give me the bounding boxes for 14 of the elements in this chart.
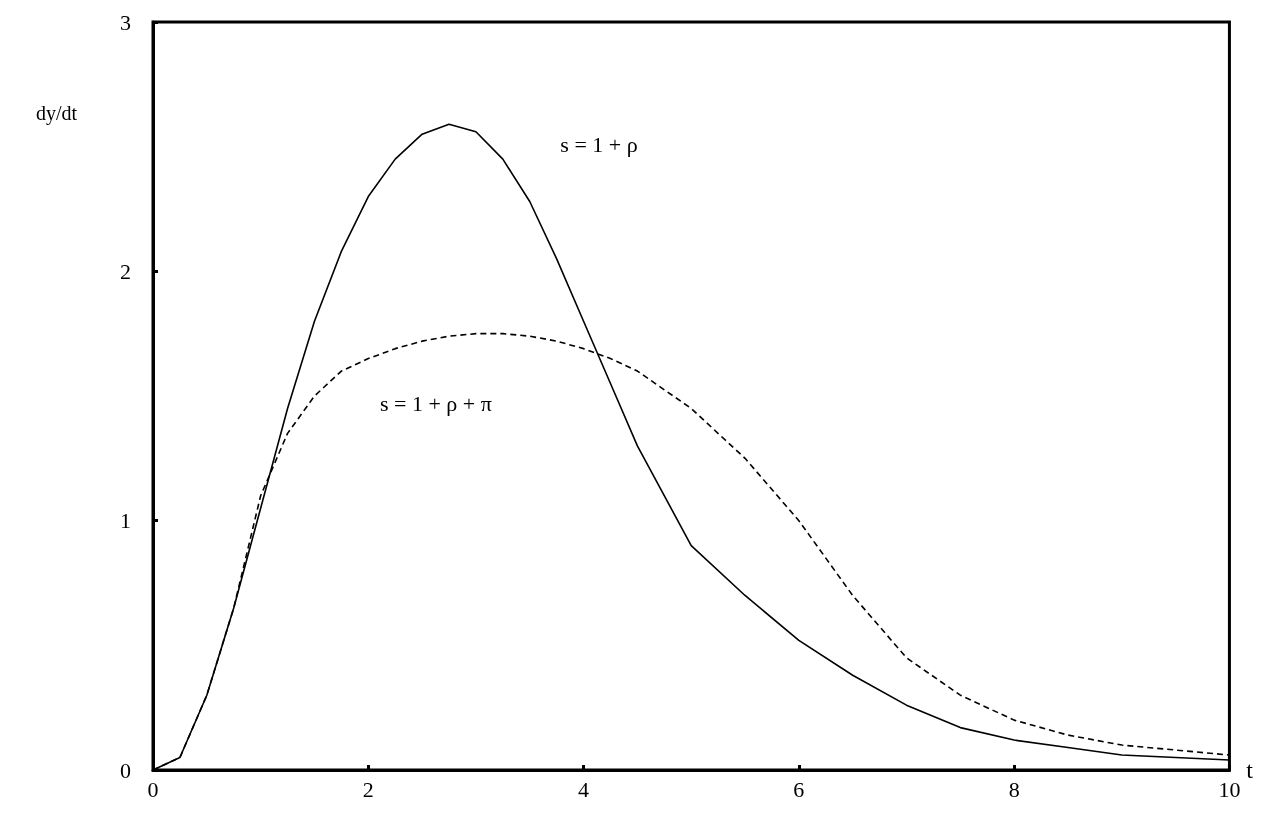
x-tick-label: 10 [1218, 776, 1241, 802]
text: s = 1 + ρ [560, 131, 638, 157]
x-tick-label: 8 [1008, 776, 1020, 802]
x-tick-label: 4 [578, 776, 590, 802]
y-tick-label: 1 [120, 508, 131, 534]
y-tick-label: 2 [120, 258, 131, 284]
y-tick-label: 0 [120, 757, 131, 783]
x-tick-label: 2 [362, 776, 374, 802]
x-tick-label: 6 [793, 776, 805, 802]
series-label: s = 1 + ρ + π [379, 391, 492, 417]
y-axis-title: dy/dt [36, 102, 78, 125]
x-tick-label: 0 [147, 776, 159, 802]
y-tick-label: 3 [120, 9, 131, 35]
x-axis-title: t [1246, 757, 1254, 783]
